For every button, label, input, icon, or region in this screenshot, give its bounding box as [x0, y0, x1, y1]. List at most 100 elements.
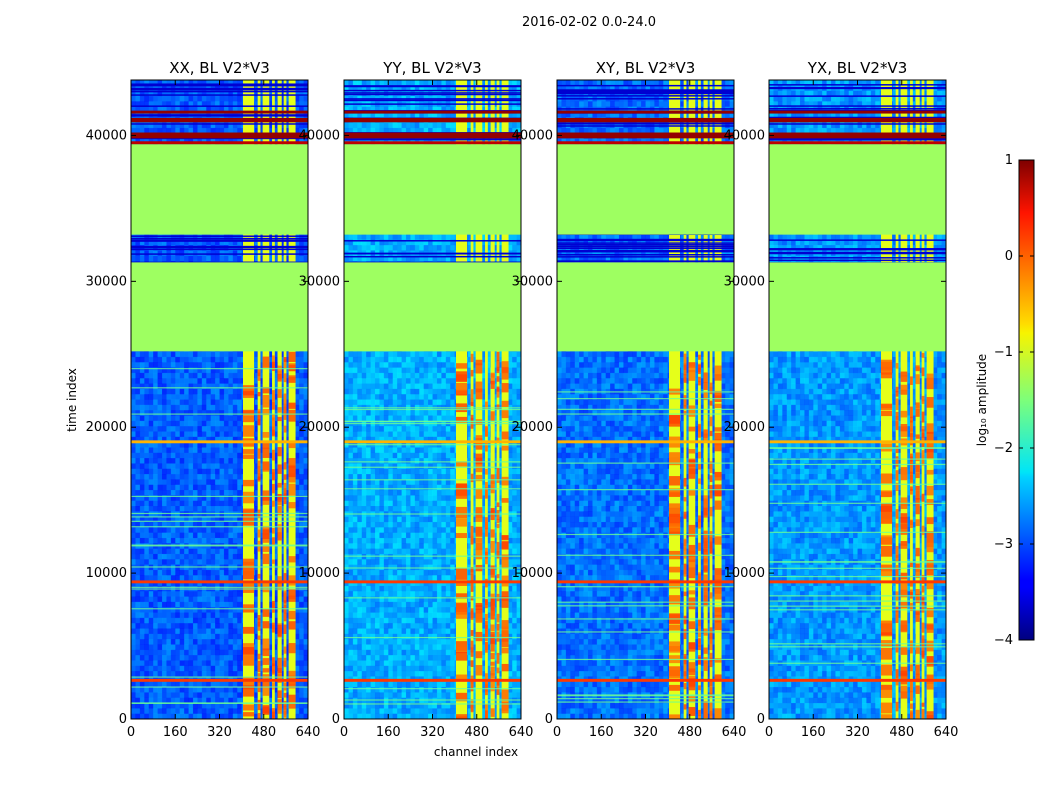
noise-cell	[153, 703, 158, 709]
noise-cell	[201, 660, 207, 667]
noise-cell	[303, 490, 308, 496]
rfi-hotspot	[257, 713, 261, 719]
noise-cell	[237, 713, 242, 719]
rfi-hotspot	[283, 692, 287, 698]
noise-cell	[170, 703, 176, 709]
noise-cell	[299, 468, 304, 475]
noise-cell	[285, 362, 291, 368]
noise-cell	[272, 351, 278, 358]
noise-cell	[206, 378, 211, 384]
noise-cell	[232, 569, 238, 576]
noise-cell	[139, 404, 145, 411]
noise-cell	[179, 559, 185, 565]
noise-cell	[184, 367, 189, 374]
noise-cell	[303, 404, 308, 411]
noise-cell	[184, 548, 189, 555]
noise-cell	[228, 527, 234, 533]
noise-cell	[237, 591, 242, 597]
noise-cell	[175, 596, 180, 603]
noise-cell	[215, 80, 220, 86]
noise-cell	[237, 463, 242, 470]
noise-cell	[272, 708, 278, 714]
noise-cell	[268, 644, 273, 651]
noise-cell	[232, 708, 238, 714]
noise-cell	[175, 394, 180, 400]
noise-cell	[237, 458, 242, 464]
noise-cell	[184, 415, 189, 422]
noise-cell	[259, 80, 265, 86]
rfi-hotspot	[272, 469, 275, 481]
noise-cell	[215, 644, 220, 651]
noise-cell	[268, 426, 273, 432]
noise-cell	[184, 495, 189, 501]
noise-cell	[135, 474, 141, 480]
rfi-hotspot	[283, 411, 287, 420]
noise-cell	[157, 463, 163, 470]
noise-cell	[206, 596, 211, 603]
noise-cell	[303, 601, 308, 608]
noise-cell	[161, 101, 167, 107]
noise-cell	[285, 436, 291, 443]
noise-cell	[144, 372, 149, 379]
noise-cell	[223, 537, 229, 544]
noise-cell	[157, 90, 163, 97]
noise-cell	[285, 463, 291, 470]
noise-cell	[228, 687, 234, 693]
noise-cell	[215, 548, 220, 555]
noise-cell	[179, 351, 185, 358]
noise-cell	[188, 708, 194, 714]
noise-cell	[175, 410, 180, 416]
noise-cell	[259, 431, 265, 438]
noise-cell	[232, 250, 238, 257]
noise-cell	[232, 452, 238, 459]
noise-cell	[254, 559, 260, 565]
noise-cell	[166, 591, 172, 597]
noise-cell	[139, 495, 145, 501]
noise-cell	[144, 250, 149, 257]
noise-cell	[148, 436, 154, 443]
noise-cell	[139, 521, 145, 528]
noise-cell	[294, 506, 300, 512]
noise-cell	[219, 521, 225, 528]
noise-cell	[188, 649, 194, 656]
noise-cell	[144, 607, 149, 613]
noise-cell	[285, 671, 291, 677]
noise-cell	[192, 660, 198, 667]
noise-cell	[237, 655, 242, 661]
noise-cell	[299, 617, 304, 624]
noise-cell	[259, 708, 265, 714]
noise-cell	[157, 415, 163, 422]
noise-cell	[179, 447, 185, 454]
noise-cell	[197, 601, 203, 608]
noise-cell	[210, 628, 216, 635]
noise-cell	[299, 420, 304, 427]
noise-cell	[237, 681, 242, 688]
noise-cell	[285, 559, 291, 565]
noise-cell	[219, 234, 225, 241]
noise-cell	[201, 362, 207, 368]
noise-cell	[228, 452, 234, 459]
noise-cell	[161, 463, 167, 470]
noise-cell	[197, 644, 203, 651]
noise-cell	[175, 447, 180, 454]
noise-cell	[223, 447, 229, 454]
noise-cell	[192, 703, 198, 709]
noise-cell	[197, 383, 203, 390]
rfi-hotspot	[257, 580, 261, 587]
noise-cell	[206, 692, 211, 698]
rfi-hotspot	[272, 483, 275, 494]
noise-cell	[157, 633, 163, 640]
noise-cell	[188, 95, 194, 102]
noise-cell	[228, 596, 234, 603]
noise-cell	[131, 548, 136, 555]
noise-cell	[148, 559, 154, 565]
noise-cell	[175, 378, 180, 384]
noise-cell	[299, 500, 304, 507]
noise-cell	[179, 639, 185, 645]
noise-cell	[197, 628, 203, 635]
noise-cell	[259, 442, 265, 448]
noise-cell	[131, 351, 136, 358]
noise-cell	[303, 356, 308, 363]
noise-cell	[268, 527, 273, 533]
noise-cell	[135, 463, 141, 470]
